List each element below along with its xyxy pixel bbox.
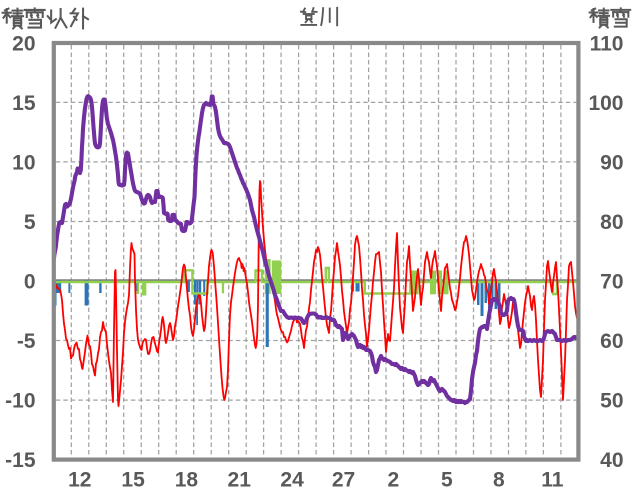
svg-text:70: 70 [600,271,623,294]
svg-text:-10: -10 [5,390,35,413]
svg-text:11: 11 [541,469,564,492]
svg-text:15: 15 [12,92,36,115]
svg-text:10: 10 [12,151,35,174]
svg-text:12: 12 [68,469,91,492]
svg-text:40: 40 [600,449,623,472]
svg-text:5: 5 [441,469,453,492]
svg-text:8: 8 [493,469,505,492]
svg-text:-15: -15 [5,449,36,472]
svg-text:5: 5 [24,211,36,234]
svg-text:20: 20 [12,32,35,55]
svg-text:24: 24 [280,469,304,492]
svg-text:15: 15 [121,469,145,492]
svg-text:110: 110 [590,33,624,56]
svg-text:2: 2 [388,469,400,492]
svg-text:21: 21 [228,469,252,492]
svg-text:60: 60 [600,330,623,353]
svg-text:80: 80 [600,211,623,234]
svg-text:50: 50 [600,390,623,413]
svg-text:0: 0 [24,271,36,294]
svg-text:-5: -5 [17,330,36,353]
svg-text:18: 18 [175,469,199,492]
svg-text:100: 100 [588,92,623,115]
svg-text:27: 27 [332,469,355,492]
svg-text:90: 90 [600,152,623,175]
